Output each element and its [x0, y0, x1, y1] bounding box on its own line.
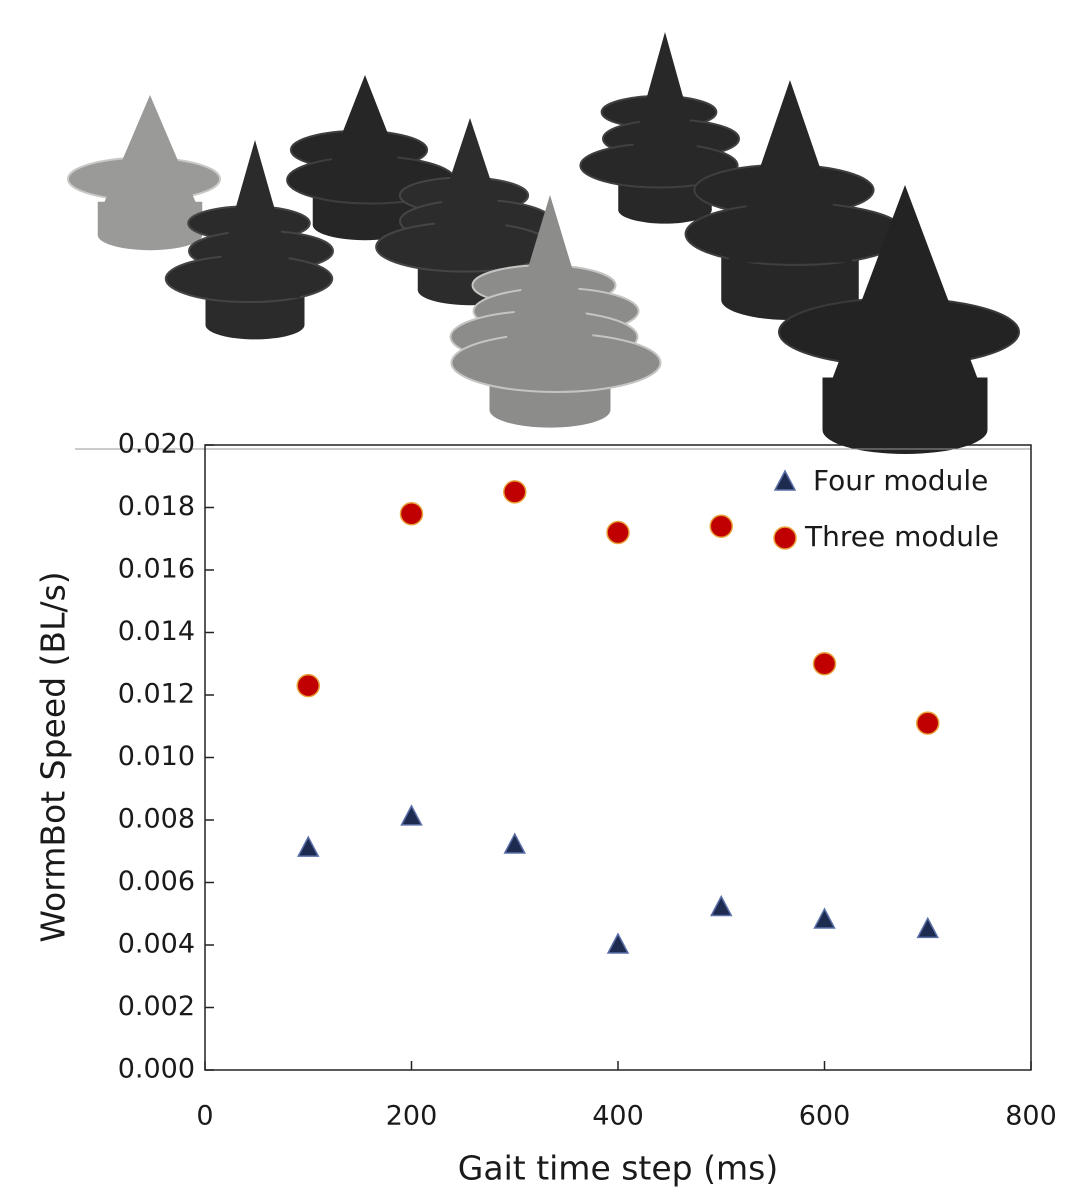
module-body [98, 202, 203, 235]
y-tick-label: 0.004 [118, 929, 195, 960]
legend-label: Three module [804, 520, 999, 553]
legend-label: Four module [813, 464, 988, 497]
circle-marker [710, 515, 732, 537]
circle-marker [607, 522, 629, 544]
triangle-marker [918, 918, 938, 937]
photo-of-screw-modules [68, 32, 1019, 454]
triangle-marker [711, 897, 731, 916]
triangle-marker [505, 834, 525, 853]
y-tick-label: 0.014 [118, 616, 195, 647]
x-tick-label: 800 [1005, 1101, 1057, 1132]
y-tick-label: 0.012 [118, 679, 195, 710]
legend-marker [774, 527, 796, 549]
y-tick-label: 0.020 [118, 429, 195, 460]
x-tick-label: 600 [799, 1101, 851, 1132]
circle-marker [504, 481, 526, 503]
module-body [823, 378, 988, 431]
y-tick-label: 0.002 [118, 991, 195, 1022]
legend-marker [775, 471, 795, 490]
x-tick-label: 0 [196, 1101, 213, 1132]
circle-marker [814, 653, 836, 675]
y-tick-label: 0.006 [118, 866, 195, 897]
y-tick-label: 0.010 [118, 741, 195, 772]
plot: 0.000 0.002 0.004 0.006 0.008 0.010 0.012 0.014… [118, 429, 1057, 1132]
x-axis-title: Gait time step (ms) [458, 1149, 778, 1188]
x-tick-label: 400 [592, 1101, 644, 1132]
y-tick-label: 0.016 [118, 554, 195, 585]
circle-marker [297, 675, 319, 697]
y-tick-label: 0.008 [118, 804, 195, 835]
circle-marker [401, 503, 423, 525]
y-tick-label: 0.000 [118, 1054, 195, 1085]
figure: Gait time step (ms) WormBot Speed (BL/s)… [0, 0, 1069, 1200]
module-cone [103, 95, 198, 207]
triangle-marker [815, 909, 835, 928]
x-tick-label: 200 [386, 1101, 438, 1132]
triangle-marker [402, 806, 422, 825]
circle-marker [917, 712, 939, 734]
y-axis-title: WormBot Speed (BL/s) [34, 571, 73, 942]
triangle-marker [608, 934, 628, 953]
y-tick-label: 0.018 [118, 491, 195, 522]
triangle-marker [298, 837, 318, 856]
